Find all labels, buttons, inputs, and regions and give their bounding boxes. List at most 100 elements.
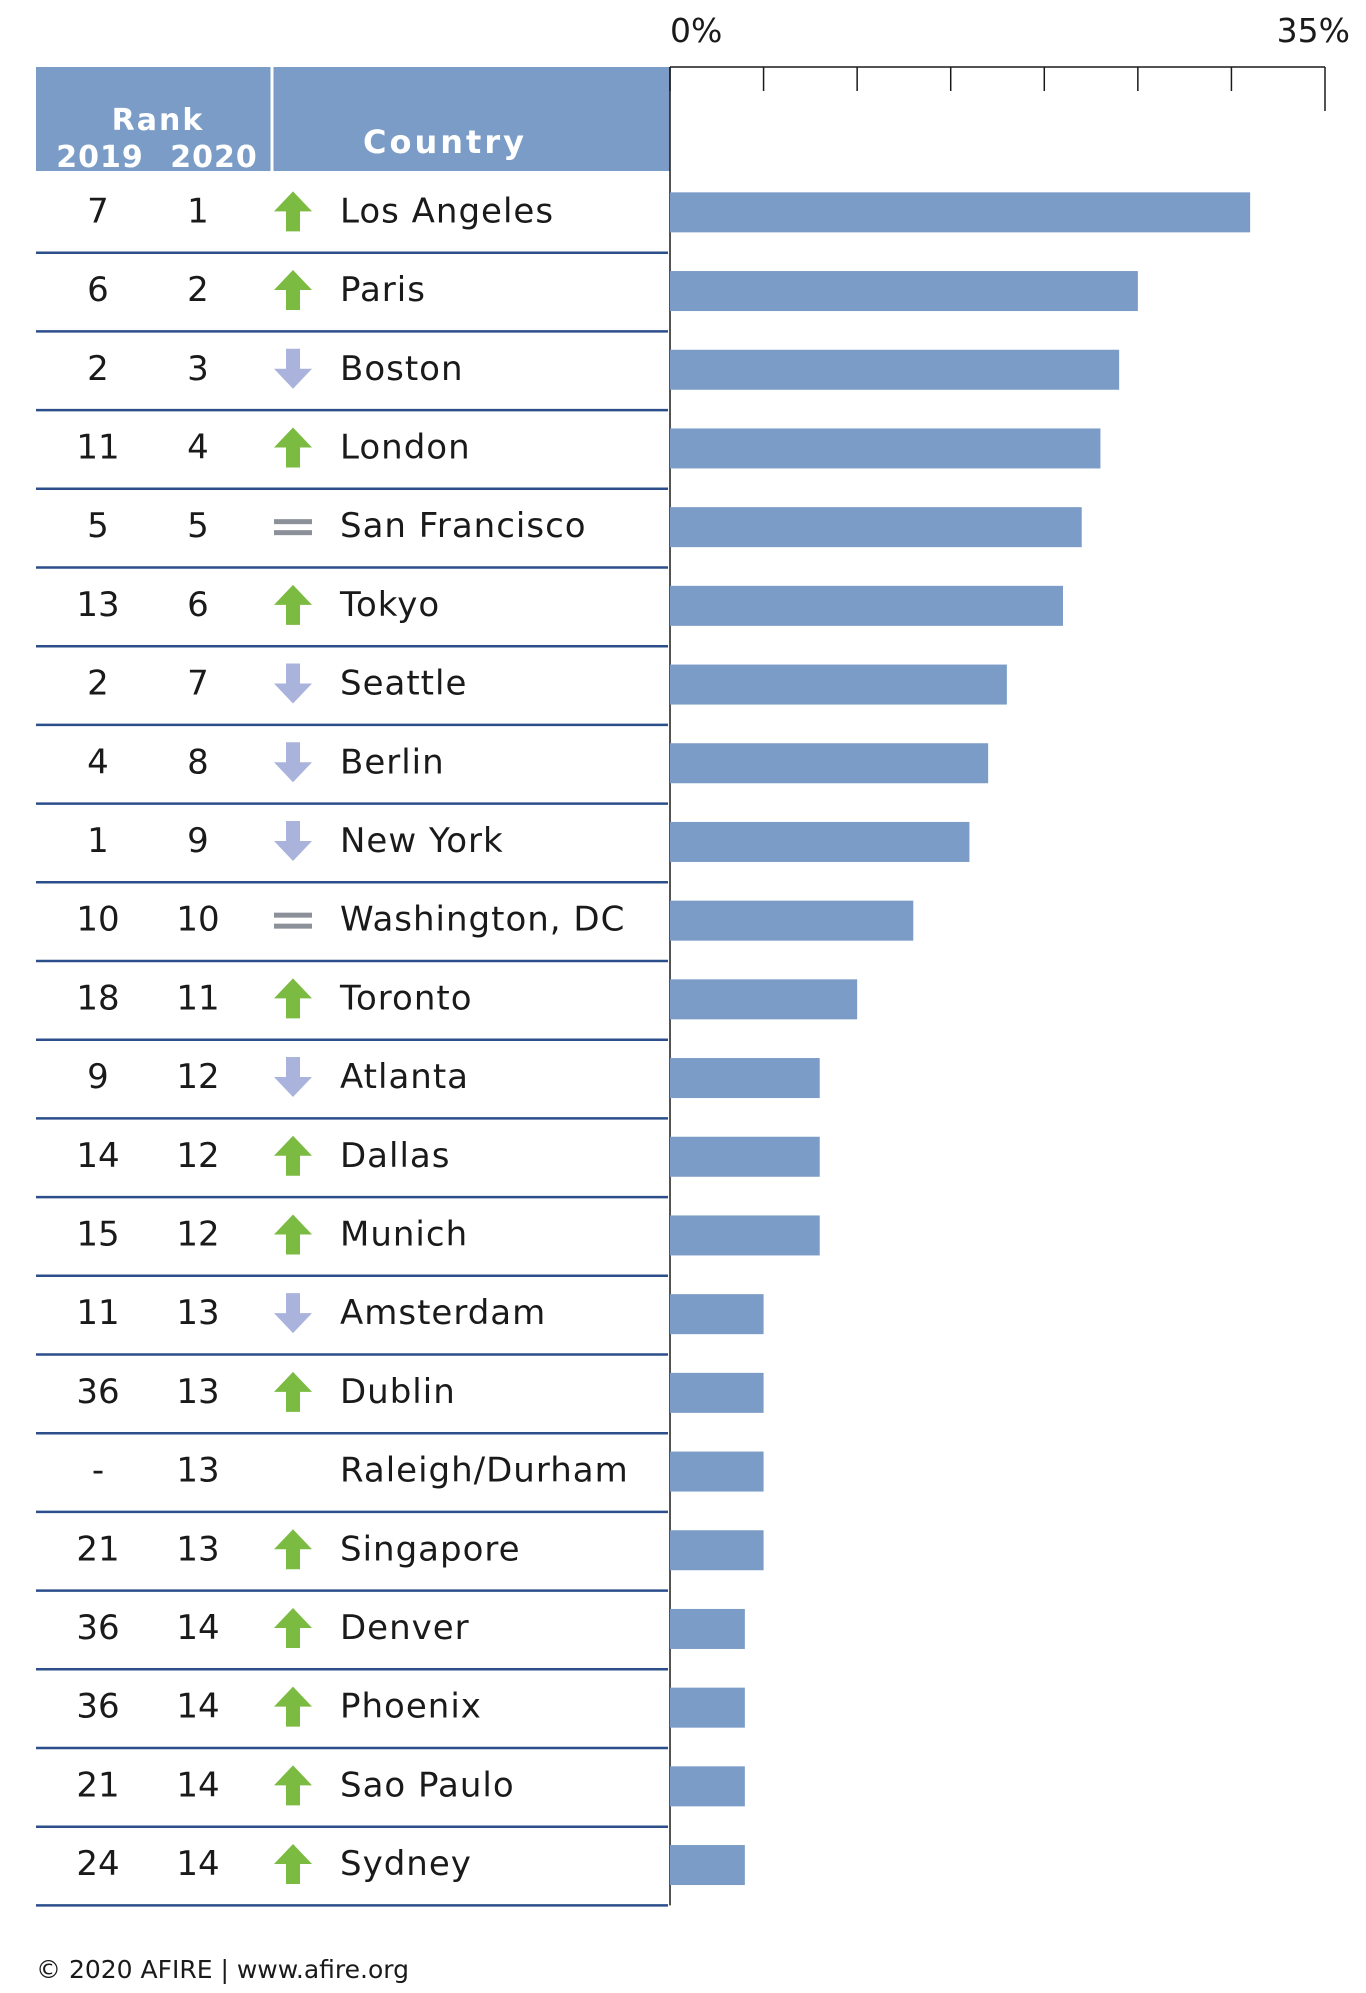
header-country-label: Country (363, 123, 527, 161)
rank-2019-cell: 9 (87, 1057, 109, 1097)
up-arrow-icon (274, 1765, 312, 1806)
rank-2020-cell: 12 (176, 1214, 219, 1254)
rank-2020-cell: 12 (176, 1057, 219, 1097)
city-name-cell: Seattle (340, 664, 467, 704)
city-name-cell: Washington, DC (340, 900, 625, 940)
down-arrow-icon (274, 663, 312, 704)
up-arrow-icon (274, 1607, 312, 1648)
rank-2019-cell: 36 (76, 1687, 119, 1727)
header-year-2020: 2020 (170, 140, 258, 175)
bar (670, 664, 1007, 705)
bar (670, 1136, 820, 1177)
city-name-cell: Atlanta (340, 1057, 469, 1097)
city-name-cell: Phoenix (340, 1687, 482, 1727)
down-arrow-icon (274, 348, 312, 389)
header-rank-label: Rank (112, 103, 205, 138)
rank-2019-cell: 21 (76, 1765, 119, 1805)
rank-2019-cell: 11 (76, 1293, 119, 1333)
rank-2019-cell: 13 (76, 585, 119, 625)
table-header-background (36, 67, 670, 171)
rank-2020-cell: 13 (176, 1372, 219, 1412)
rank-2020-cell: 14 (176, 1765, 219, 1805)
city-name-cell: Paris (340, 270, 426, 310)
city-name-cell: Tokyo (339, 585, 440, 625)
x-axis-max-label: 35% (1277, 11, 1350, 50)
rank-2020-cell: 12 (176, 1136, 219, 1176)
bar (670, 192, 1251, 233)
rank-2019-cell: 36 (76, 1608, 119, 1648)
rank-2020-cell: 11 (176, 978, 219, 1018)
up-arrow-icon (274, 978, 312, 1019)
rank-2019-cell: 10 (76, 900, 119, 940)
rank-2020-cell: 7 (187, 664, 209, 704)
rank-2020-cell: 4 (187, 427, 209, 467)
rank-2019-cell: 5 (87, 506, 109, 546)
rank-2019-cell: - (92, 1451, 104, 1491)
bar (670, 1058, 820, 1099)
equal-sign-icon (274, 530, 312, 536)
city-name-cell: Dallas (340, 1136, 450, 1176)
rank-2020-cell: 5 (187, 506, 209, 546)
rank-2020-cell: 13 (176, 1529, 219, 1569)
bar (670, 1215, 820, 1256)
bar (670, 900, 914, 941)
rank-2019-cell: 11 (76, 427, 119, 467)
up-arrow-icon (274, 1686, 312, 1727)
up-arrow-icon (274, 1214, 312, 1255)
rank-2019-cell: 1 (87, 821, 109, 861)
city-name-cell: San Francisco (340, 506, 587, 546)
rank-2020-cell: 13 (176, 1293, 219, 1333)
up-arrow-icon (274, 191, 312, 232)
up-arrow-icon (274, 1844, 312, 1885)
rank-2019-cell: 15 (76, 1214, 119, 1254)
up-arrow-icon (274, 1135, 312, 1176)
city-name-cell: Sydney (340, 1844, 472, 1884)
bar (670, 1845, 745, 1886)
rank-2020-cell: 13 (176, 1451, 219, 1491)
city-name-cell: Singapore (340, 1529, 521, 1569)
rank-2020-cell: 2 (187, 270, 209, 310)
city-name-cell: Raleigh/Durham (340, 1451, 629, 1491)
down-arrow-icon (274, 742, 312, 783)
bar (670, 743, 989, 784)
rank-2019-cell: 18 (76, 978, 119, 1018)
rank-2019-cell: 4 (87, 742, 109, 782)
city-name-cell: London (340, 427, 471, 467)
bar (670, 585, 1063, 626)
bar (670, 1530, 764, 1571)
bar (670, 821, 970, 862)
city-name-cell: Amsterdam (340, 1293, 546, 1333)
city-name-cell: Sao Paulo (340, 1765, 515, 1805)
rank-2019-cell: 21 (76, 1529, 119, 1569)
down-arrow-icon (274, 820, 312, 861)
x-axis-min-label: 0% (670, 11, 722, 50)
up-arrow-icon (274, 1371, 312, 1412)
bar (670, 507, 1082, 548)
rank-2020-cell: 1 (187, 191, 209, 231)
city-name-cell: Denver (340, 1608, 470, 1648)
header-year-2019: 2019 (56, 140, 144, 175)
bar (670, 1372, 764, 1413)
city-name-cell: Dublin (340, 1372, 456, 1412)
bar (670, 349, 1120, 390)
bar (670, 1687, 745, 1728)
rank-2019-cell: 24 (76, 1844, 119, 1884)
rank-2020-cell: 14 (176, 1844, 219, 1884)
rank-2020-cell: 6 (187, 585, 209, 625)
bar (670, 979, 858, 1020)
bar (670, 271, 1138, 312)
footer-copyright: © 2020 AFIRE | www.afire.org (36, 1955, 409, 1984)
bar (670, 1451, 764, 1492)
equal-sign-icon (274, 923, 312, 929)
equal-sign-icon (274, 912, 312, 918)
bar (670, 1294, 764, 1335)
rank-2020-cell: 3 (187, 349, 209, 389)
city-name-cell: Boston (340, 349, 464, 389)
equal-sign-icon (274, 519, 312, 525)
up-arrow-icon (274, 1529, 312, 1570)
down-arrow-icon (274, 1293, 312, 1334)
down-arrow-icon (274, 1057, 312, 1098)
city-name-cell: Toronto (339, 978, 473, 1018)
rank-2020-cell: 8 (187, 742, 209, 782)
